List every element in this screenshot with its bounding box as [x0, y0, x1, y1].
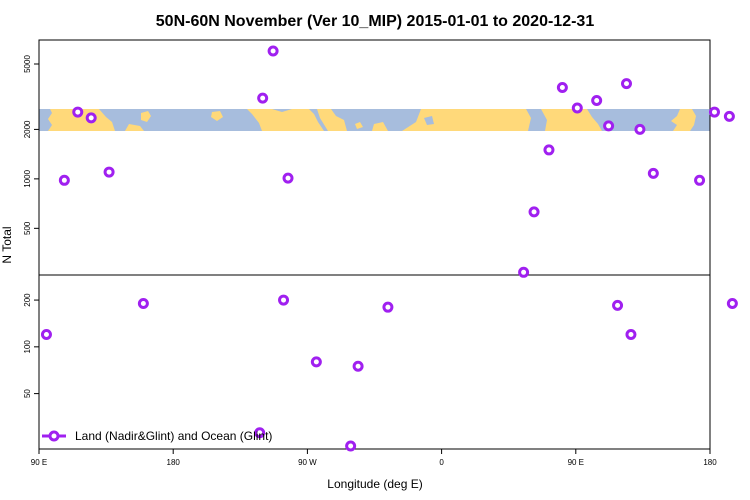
x-tick-label: 90 E [31, 458, 47, 467]
scatter-points [40, 45, 738, 452]
plot-frame [38, 39, 711, 450]
data-point [612, 299, 624, 311]
data-point [726, 298, 738, 310]
data-point [518, 266, 530, 278]
data-point [103, 166, 115, 178]
data-point [591, 94, 603, 106]
data-point [345, 440, 357, 452]
data-point [620, 78, 632, 90]
x-axis-label: Longitude (deg E) [327, 477, 422, 491]
legend-marker [48, 430, 60, 442]
data-point [40, 329, 52, 341]
data-point [310, 356, 322, 368]
x-tick-label: 90 E [568, 458, 584, 467]
x-tick-label: 180 [167, 458, 181, 467]
legend: Land (Nadir&Glint) and Ocean (Glint) [42, 429, 272, 443]
x-tick-label: 0 [439, 458, 444, 467]
map-band-ocean [39, 109, 710, 131]
data-point [708, 106, 720, 118]
y-tick-label: 100 [23, 340, 32, 354]
data-point [85, 112, 97, 124]
data-point [137, 298, 149, 310]
x-tick-label: 90 W [298, 458, 317, 467]
data-point [723, 110, 735, 122]
x-axis: 90 E 180 90 W 0 90 E 180 [31, 449, 717, 467]
data-point [694, 174, 706, 186]
y-tick-label: 50 [23, 389, 32, 398]
data-point [267, 45, 279, 57]
data-point [282, 172, 294, 184]
chart-title: 50N-60N November (Ver 10_MIP) 2015-01-01… [156, 13, 595, 30]
data-point [647, 167, 659, 179]
y-axis-upper: 500 1000 2000 5000 [23, 55, 39, 235]
y-tick-label: 2000 [23, 120, 32, 138]
x-tick-label: 180 [703, 458, 717, 467]
data-point [58, 174, 70, 186]
legend-label: Land (Nadir&Glint) and Ocean (Glint) [75, 429, 272, 443]
data-point [571, 102, 583, 114]
data-point [278, 294, 290, 306]
y-tick-label: 5000 [23, 55, 32, 73]
data-point [254, 427, 266, 439]
data-point [382, 301, 394, 313]
y-tick-label: 200 [23, 293, 32, 307]
data-point [634, 123, 646, 135]
y-axis-lower: 50 100 200 [23, 293, 39, 398]
data-point [352, 360, 364, 372]
data-point [556, 81, 568, 93]
y-axis-label: N Total [0, 226, 14, 263]
data-point [257, 92, 269, 104]
data-point [72, 106, 84, 118]
data-point [625, 329, 637, 341]
data-point [528, 206, 540, 218]
y-tick-label: 500 [23, 221, 32, 235]
data-point [603, 120, 615, 132]
y-tick-label: 1000 [23, 169, 32, 187]
map-band [39, 109, 710, 131]
data-point [543, 144, 555, 156]
